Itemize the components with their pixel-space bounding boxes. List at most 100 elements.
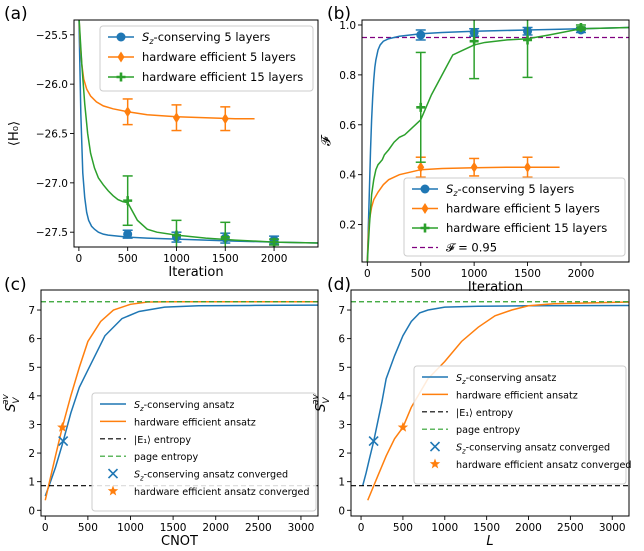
legend-label: Sz-conserving ansatz converged	[134, 470, 288, 483]
y-tick-label: 3	[338, 419, 345, 431]
x-tick-label: 2000	[515, 522, 542, 534]
x-axis-label: CNOT	[161, 534, 198, 549]
panel-label: (b)	[327, 4, 351, 24]
x-tick-label: 3000	[599, 522, 626, 534]
plot-area	[78, 20, 318, 247]
marker-plus	[116, 72, 126, 82]
x-tick-label: 500	[393, 522, 413, 534]
series-line	[44, 304, 318, 497]
legend-label: Sz-conserving ansatz	[456, 373, 556, 386]
marker-x	[58, 435, 69, 447]
marker-plus	[469, 36, 479, 46]
legend-label: Sz-conserving ansatz	[134, 400, 234, 413]
y-tick-label: 6	[28, 334, 35, 346]
marker-diamond	[417, 161, 425, 173]
marker-diamond	[124, 106, 132, 118]
legend-entry: hardware efficient ansatz	[422, 390, 578, 401]
series-1	[78, 20, 255, 132]
legend-label: hardware efficient ansatz converged	[134, 487, 310, 498]
legend-entry: Sz-conserving ansatz converged	[107, 468, 288, 483]
marker-circle	[123, 229, 133, 239]
x-axis-label: Iteration	[468, 280, 523, 295]
axes-frame	[40, 289, 319, 517]
legend-entry: hardware efficient 15 layers	[412, 221, 607, 235]
x-tick-label: 2500	[557, 522, 584, 534]
marker-diamond	[421, 203, 429, 214]
marker-x	[429, 441, 441, 452]
y-tick-label: −25.5	[36, 30, 68, 42]
marker-circle	[416, 30, 426, 40]
y-tick-label: −26.5	[36, 129, 68, 141]
marker-diamond	[524, 161, 532, 173]
marker-plus	[420, 223, 430, 233]
marker-star	[107, 485, 119, 496]
y-tick-label: 4	[338, 391, 345, 403]
legend: Sz-conserving 5 layers hardware efficient…	[99, 25, 314, 92]
legend-box	[99, 25, 314, 92]
y-tick-label: −26.0	[36, 79, 68, 91]
x-tick-label: 1500	[212, 253, 239, 265]
marker-diamond	[221, 113, 229, 125]
y-tick-label: −27.5	[36, 227, 68, 239]
series-0	[44, 304, 318, 497]
y-tick-label: 2	[338, 448, 345, 460]
x-tick-label: 0	[364, 268, 371, 280]
series-line	[44, 300, 318, 501]
legend-entry: 𝓕 = 0.95	[412, 241, 497, 255]
legend: Sz-conserving 5 layers hardware efficient…	[403, 177, 626, 257]
y-tick-label: 3	[28, 419, 35, 431]
legend-entry: |E₁⟩ entropy	[100, 435, 191, 446]
panel-d: 0 500 1000 1500 2000 2500 3000 0 1 2 3 4 5 6 7 (d) L SVav…	[311, 275, 632, 549]
marker-diamond	[172, 112, 180, 124]
y-tick-label: 0	[338, 505, 345, 517]
series-line	[78, 20, 318, 244]
marker-star	[429, 458, 441, 469]
panel-a: 0 500 1000 1500 2000 −27.5 −27.0 −26.5 −26.0 −25.…	[4, 4, 319, 280]
legend: Sz-conserving ansatz hardware efficient a…	[413, 365, 632, 485]
marker-x	[107, 468, 119, 479]
legend-entry: |E₁⟩ entropy	[422, 408, 513, 419]
legend-label: Sz-conserving ansatz converged	[456, 443, 610, 456]
series-2	[78, 20, 318, 247]
marker-circle	[420, 184, 430, 194]
x-tick-label: 2500	[245, 522, 272, 534]
marker-star	[397, 421, 409, 432]
y-tick-label: 0.4	[339, 170, 356, 182]
marker-diamond	[470, 161, 478, 173]
y-tick-label: 0.2	[339, 220, 356, 232]
x-tick-label: 500	[118, 253, 138, 265]
legend-box	[413, 365, 627, 485]
legend-box	[403, 177, 626, 257]
legend-entry: Sz-conserving 5 layers	[108, 30, 270, 46]
legend-label: Sz-conserving 5 layers	[142, 30, 270, 46]
y-tick-label: 1	[338, 477, 345, 489]
legend-entry: hardware efficient 15 layers	[108, 70, 303, 84]
y-tick-label: 0.6	[339, 120, 356, 132]
series-1	[367, 301, 629, 501]
legend-entry: hardware efficient ansatz converged	[429, 458, 632, 471]
marker-plus	[269, 237, 279, 247]
y-tick-label: 0.8	[339, 70, 356, 82]
panel-c: 0 500 1000 1500 2000 2500 3000 0 1 2 3 4 5 6 7(c) CNOT S…	[1, 275, 319, 549]
marker-plus	[523, 35, 533, 45]
legend-entry: page entropy	[422, 425, 520, 436]
legend-entry: hardware efficient ansatz	[100, 417, 256, 428]
x-tick-label: 2000	[568, 268, 595, 280]
legend-entry: Sz-conserving ansatz converged	[429, 441, 610, 456]
x-tick-label: 1500	[473, 522, 500, 534]
x-tick-label: 2000	[202, 522, 229, 534]
marker-star	[57, 421, 68, 432]
x-tick-label: 0	[42, 522, 49, 534]
y-tick-label: 5	[28, 362, 35, 374]
y-tick-label: 1.0	[339, 20, 356, 32]
x-tick-label: 1500	[514, 268, 541, 280]
series-1	[44, 300, 318, 501]
y-tick-label: 0	[28, 505, 35, 517]
y-axis-label: SVav	[1, 393, 22, 411]
x-tick-label: 1000	[461, 268, 488, 280]
plot-area	[362, 20, 629, 262]
legend-label: hardware efficient ansatz converged	[456, 460, 632, 471]
legend-entry: hardware efficient ansatz converged	[107, 485, 310, 498]
x-tick-label: 1000	[163, 253, 190, 265]
y-tick-label: −27.0	[36, 178, 68, 190]
